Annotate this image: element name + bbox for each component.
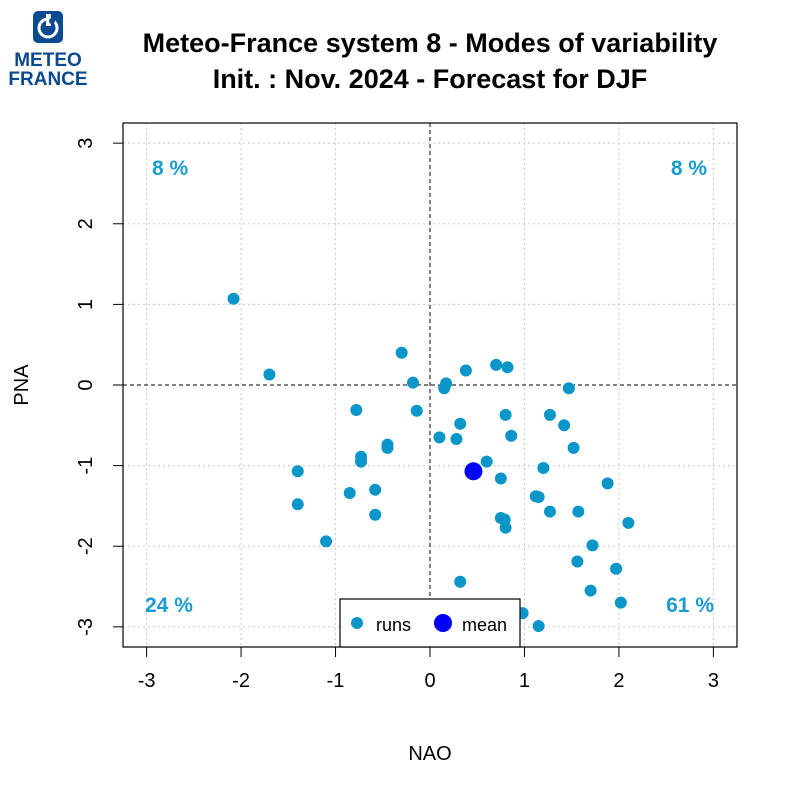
run-point bbox=[320, 535, 333, 548]
x-tick-label: -2 bbox=[232, 670, 250, 692]
run-point bbox=[343, 487, 356, 500]
run-point bbox=[586, 539, 599, 552]
run-point bbox=[291, 465, 304, 478]
run-point bbox=[532, 491, 545, 504]
x-axis-label: NAO bbox=[408, 743, 451, 765]
x-tick-label: 2 bbox=[613, 670, 624, 692]
mean-point bbox=[464, 462, 483, 481]
run-point bbox=[454, 417, 467, 430]
meteo-france-logo: METEO FRANCE bbox=[8, 10, 88, 90]
y-tick-label: -1 bbox=[75, 457, 97, 475]
quadrant-label-top-right: 8 % bbox=[671, 157, 708, 180]
y-tick-label: 1 bbox=[75, 299, 97, 310]
run-point bbox=[572, 505, 585, 518]
y-tick-label: -3 bbox=[75, 618, 97, 636]
run-point bbox=[406, 376, 419, 389]
run-point bbox=[543, 505, 556, 518]
run-point bbox=[395, 346, 408, 359]
run-point bbox=[499, 521, 512, 534]
run-point bbox=[494, 472, 507, 485]
y-tick-label: 3 bbox=[75, 138, 97, 149]
run-point bbox=[567, 441, 580, 454]
run-point bbox=[501, 361, 514, 374]
run-point bbox=[614, 596, 627, 609]
logo-line-2: FRANCE bbox=[8, 69, 88, 90]
legend-runs-marker bbox=[351, 617, 363, 629]
run-point bbox=[532, 620, 545, 633]
x-tick-label: 0 bbox=[424, 670, 435, 692]
legend-runs-label: runs bbox=[376, 615, 411, 635]
chart-title-line-2: Init. : Nov. 2024 - Forecast for DJF bbox=[212, 64, 648, 94]
y-tick-label: 2 bbox=[75, 218, 97, 229]
run-point bbox=[558, 419, 571, 432]
run-point bbox=[499, 408, 512, 421]
y-tick-label: 0 bbox=[75, 379, 97, 390]
logo-line-1: METEO bbox=[14, 50, 82, 71]
run-point bbox=[454, 575, 467, 588]
run-point bbox=[227, 292, 240, 305]
run-point bbox=[622, 516, 635, 529]
run-point bbox=[459, 364, 472, 377]
y-tick-label: -2 bbox=[75, 537, 97, 555]
run-point bbox=[571, 555, 584, 568]
run-point bbox=[562, 382, 575, 395]
run-point bbox=[263, 368, 276, 381]
run-point bbox=[584, 584, 597, 597]
chart-title-line-1: Meteo-France system 8 - Modes of variabi… bbox=[142, 28, 718, 58]
run-point bbox=[433, 431, 446, 444]
quadrant-label-bottom-left: 24 % bbox=[145, 594, 193, 617]
run-point bbox=[450, 433, 463, 446]
run-point bbox=[410, 404, 423, 417]
run-point bbox=[355, 455, 368, 468]
logo-emblem-icon bbox=[33, 11, 63, 43]
legend-mean-marker bbox=[434, 614, 452, 632]
x-tick-label: -1 bbox=[327, 670, 345, 692]
x-tick-label: 3 bbox=[708, 670, 719, 692]
run-point bbox=[440, 377, 453, 390]
run-point bbox=[369, 508, 382, 521]
quadrant-label-bottom-right: 61 % bbox=[666, 594, 714, 617]
x-tick-label: 1 bbox=[519, 670, 530, 692]
run-point bbox=[291, 498, 304, 511]
run-point bbox=[369, 483, 382, 496]
legend-box bbox=[339, 598, 521, 648]
run-point bbox=[505, 429, 518, 442]
quadrant-label-top-left: 8 % bbox=[152, 157, 189, 180]
run-point bbox=[480, 455, 493, 468]
run-point bbox=[543, 408, 556, 421]
run-point bbox=[381, 441, 394, 454]
run-point bbox=[537, 462, 550, 475]
legend-mean-label: mean bbox=[462, 615, 507, 635]
run-point bbox=[610, 562, 623, 575]
y-axis-label: PNA bbox=[11, 364, 33, 406]
run-point bbox=[350, 403, 363, 416]
run-point bbox=[601, 477, 614, 490]
x-tick-label: -3 bbox=[138, 670, 156, 692]
run-point bbox=[490, 358, 503, 371]
